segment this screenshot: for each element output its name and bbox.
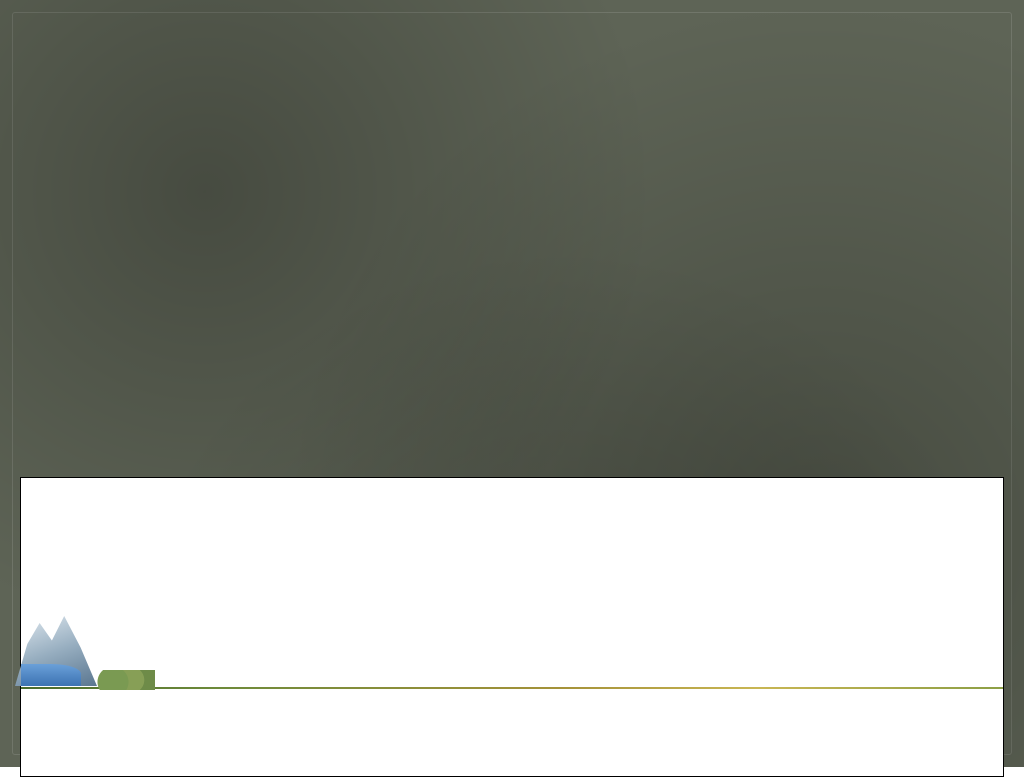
slide-frame [0, 0, 1024, 767]
tundra-brush-icon [95, 670, 155, 690]
biome-diagram [20, 477, 1004, 777]
slide-content [18, 46, 1006, 777]
diagram-sky [21, 478, 1003, 688]
soil-band [21, 688, 1003, 738]
label-band [21, 738, 1003, 776]
ice-water-icon [21, 664, 81, 686]
